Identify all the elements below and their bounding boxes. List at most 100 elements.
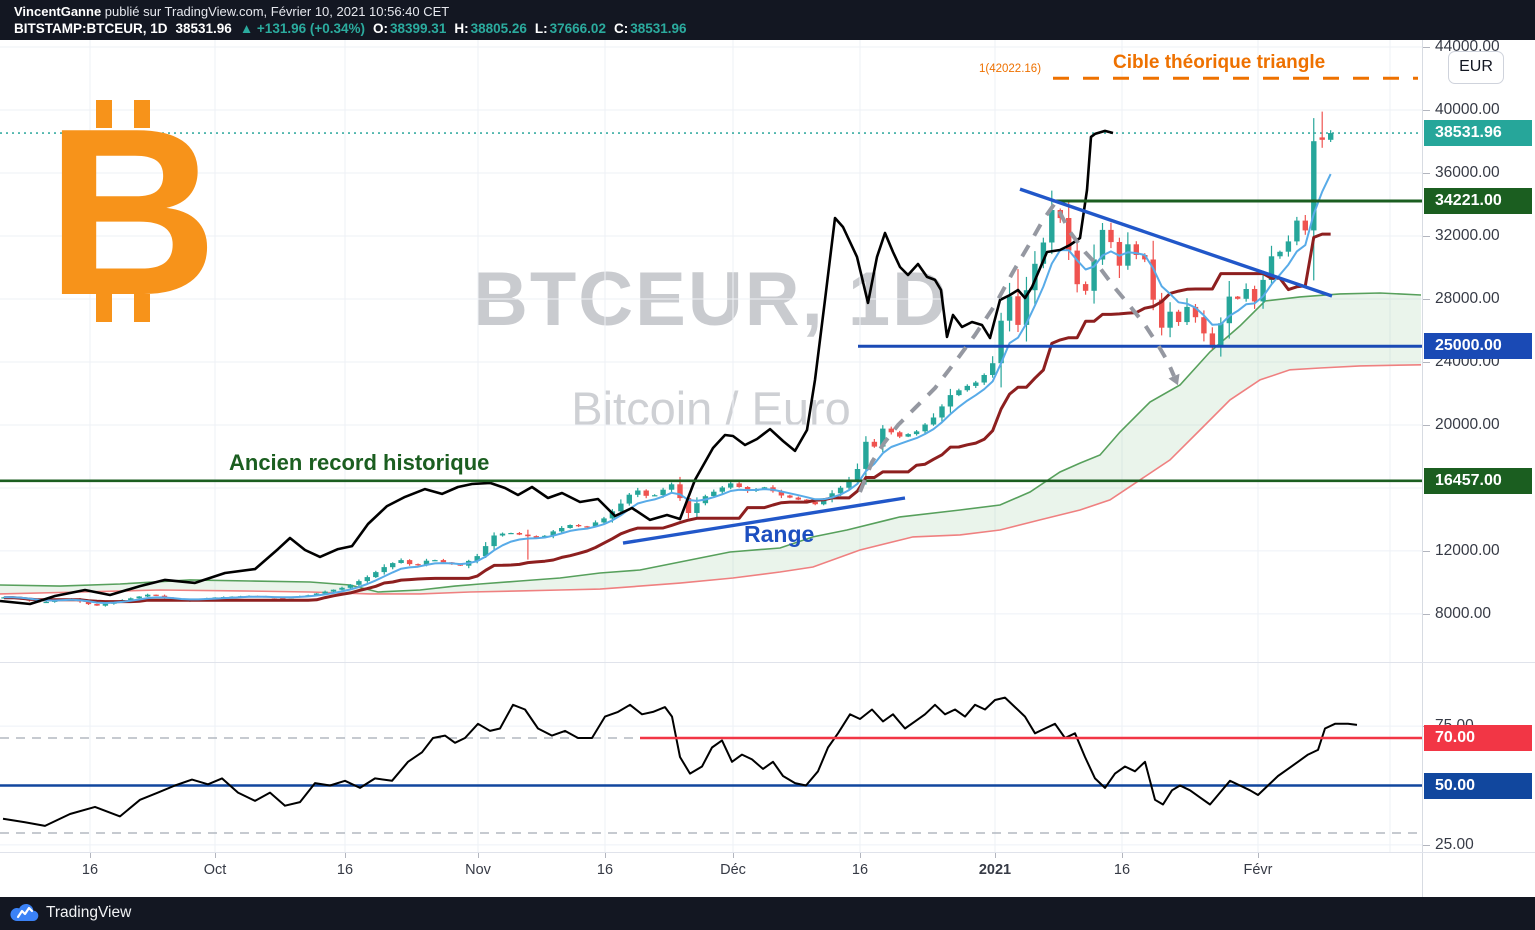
panel-separator[interactable] — [0, 662, 1535, 663]
time-axis-tick — [995, 853, 996, 858]
candle-body — [804, 499, 810, 502]
last-price: 38531.96 — [175, 21, 232, 36]
price-scale[interactable]: EUR 44000.00 40000.00 36000.00 32000.00 2800… — [1422, 38, 1535, 897]
price-tick-mark — [1423, 47, 1430, 48]
time-axis-tick — [345, 853, 346, 858]
candle-body — [305, 595, 311, 597]
candle-body — [178, 599, 185, 602]
candle-body — [170, 597, 176, 600]
price-tick-label: 8000.00 — [1435, 604, 1492, 622]
candle-body — [753, 489, 759, 491]
candle-body — [1057, 210, 1063, 219]
current-price-badge: 38531.96 — [1424, 120, 1532, 147]
candle-body — [508, 533, 514, 535]
price-tick-label: 44000.00 — [1435, 38, 1500, 56]
candle-body — [466, 560, 472, 566]
candle-body — [297, 596, 303, 598]
candle-body — [1285, 241, 1292, 252]
candle-body — [829, 493, 835, 500]
candle-body — [677, 484, 683, 499]
target-price-value-label[interactable]: 1(42022.16) — [979, 63, 1042, 75]
candle-body — [153, 594, 159, 596]
candle-body — [761, 487, 768, 490]
time-axis-label: 16 — [596, 862, 614, 878]
price-change: ▲ +131.96 (+0.34%) — [239, 21, 366, 36]
candle-body — [491, 535, 497, 547]
low-value: 37666.02 — [549, 21, 606, 36]
candle-body — [1049, 210, 1055, 243]
candle-body — [702, 496, 709, 504]
tradingview-logo-icon[interactable] — [10, 902, 42, 926]
candle-body — [237, 596, 244, 598]
open-value: 38399.31 — [390, 21, 447, 36]
candle-body — [119, 600, 125, 602]
candle-body — [390, 563, 396, 568]
author-name[interactable]: VincentGanne — [14, 4, 102, 19]
candle-body — [575, 525, 582, 527]
close-value: 38531.96 — [630, 21, 687, 36]
currency-toggle-button[interactable]: EUR — [1448, 51, 1504, 84]
previous-ath-label[interactable]: Ancien record historique — [229, 450, 490, 475]
candle-body — [770, 487, 776, 492]
rsi-tick-label: 25.00 — [1435, 835, 1474, 853]
candle-body — [550, 531, 556, 536]
candle-body — [1294, 220, 1300, 242]
candle-body — [339, 587, 345, 590]
candle-body — [1108, 229, 1114, 243]
candle-body — [229, 596, 235, 598]
path-arrow-dashed[interactable] — [858, 201, 1176, 493]
rsi-50-badge: 50.00 — [1424, 772, 1532, 799]
time-axis-label: 16 — [851, 862, 869, 878]
candle-body — [102, 603, 109, 606]
candle-body — [1328, 133, 1334, 140]
symbol-title[interactable]: BITSTAMP:BTCEUR, 1D — [14, 21, 168, 36]
price-tick-mark — [1423, 550, 1430, 552]
candle-body — [322, 591, 328, 594]
candle-body — [136, 596, 142, 599]
candle-body — [584, 526, 590, 528]
candle-body — [280, 597, 286, 599]
candle-body — [60, 599, 66, 601]
candle-body — [423, 560, 430, 566]
candle-body — [161, 595, 168, 598]
candle-body — [415, 564, 421, 566]
price-tick-mark — [1423, 110, 1430, 111]
time-axis-label: Oct — [203, 862, 227, 878]
price-tick-mark — [1423, 424, 1430, 426]
candle-body — [313, 593, 320, 596]
candle-body — [271, 597, 278, 599]
time-axis-label: 16 — [336, 862, 354, 878]
low-label: L: — [534, 21, 548, 36]
time-axis-tick — [860, 853, 861, 858]
candle-body — [263, 596, 269, 598]
candle-body — [449, 562, 455, 565]
tradingview-brand[interactable]: TradingView — [46, 904, 132, 921]
candle-body — [356, 581, 362, 585]
candle-body — [1302, 220, 1308, 231]
price-tick-mark — [1423, 172, 1430, 174]
symbol-status-line: BITSTAMP:BTCEUR, 1D 38531.96 ▲ +131.96 (… — [14, 21, 687, 36]
price-tick-label: 36000.00 — [1435, 163, 1500, 181]
candle-body — [660, 489, 666, 496]
candle-body — [837, 487, 844, 494]
candle-body — [736, 483, 742, 487]
ath-level-badge: 16457.00 — [1424, 467, 1532, 494]
time-axis-tick — [733, 853, 734, 858]
price-tick-label: 20000.00 — [1435, 415, 1500, 433]
candle-body — [364, 577, 370, 582]
candle-body — [474, 556, 480, 561]
candle-body — [711, 491, 717, 497]
publication-byline: VincentGanne publié sur TradingView.com,… — [14, 4, 450, 19]
watermark-name: Bitcoin / Euro — [571, 382, 851, 435]
candle-body — [778, 491, 785, 496]
triangle-target-label[interactable]: Cible théorique triangle — [1113, 52, 1326, 73]
high-label: H: — [454, 21, 469, 36]
rsi-tick-mark — [1423, 844, 1430, 846]
candle-body — [719, 487, 725, 492]
candle-body — [1319, 137, 1325, 140]
candle-body — [525, 534, 531, 537]
candle-body — [18, 597, 24, 599]
range-label[interactable]: Range — [744, 521, 815, 547]
price-tick-label: 12000.00 — [1435, 541, 1500, 559]
time-axis[interactable]: 16 Oct 16 Nov 16 Déc 16 2021 16 Févr — [0, 853, 1422, 897]
